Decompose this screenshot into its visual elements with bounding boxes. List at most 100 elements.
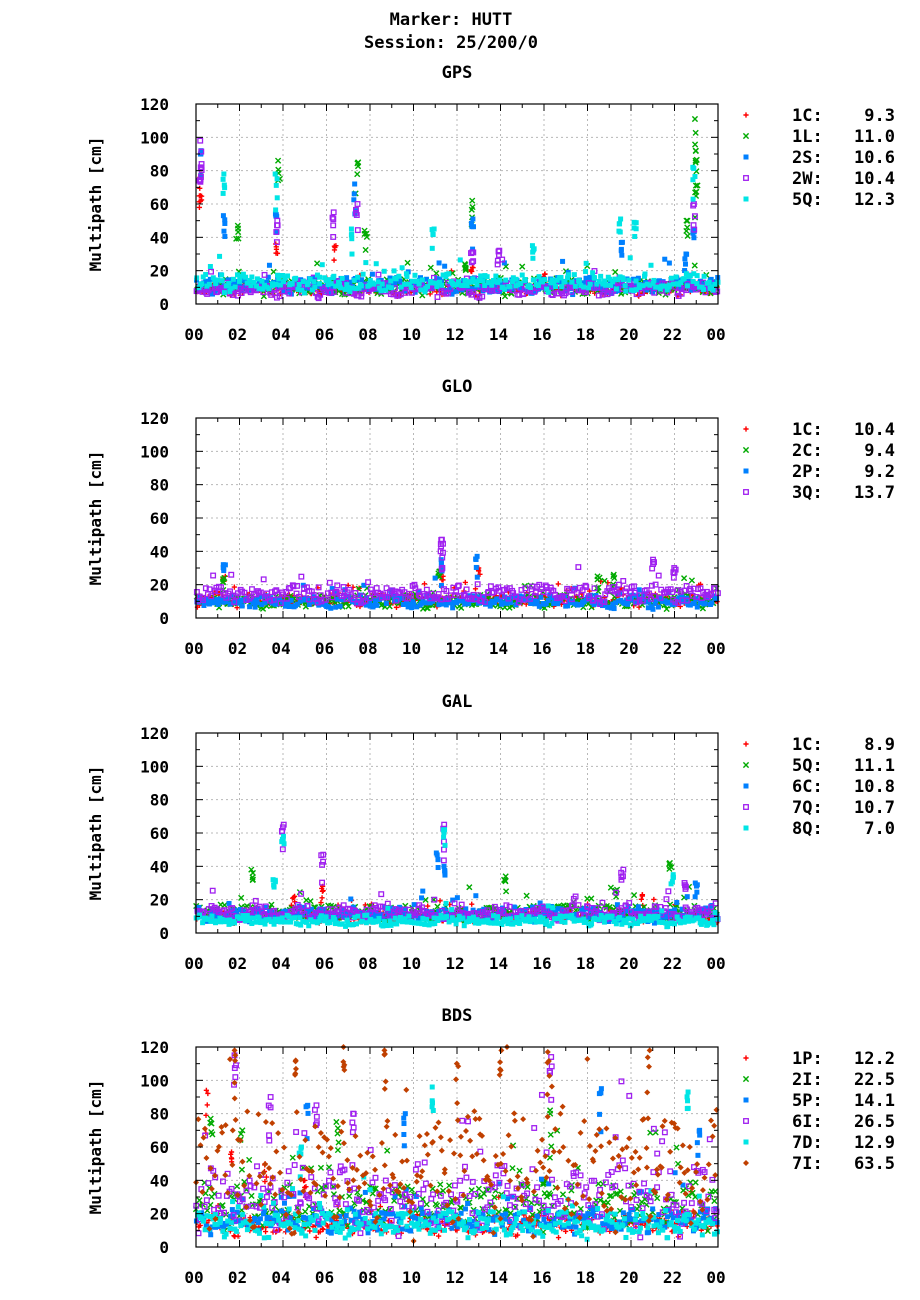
data-point	[373, 261, 379, 267]
data-point	[583, 269, 589, 275]
data-point	[208, 268, 214, 275]
peak-point	[354, 171, 361, 178]
data-point	[204, 596, 210, 602]
peak-point	[249, 876, 256, 883]
legend-code: 1L:	[792, 127, 823, 147]
data-point	[369, 271, 375, 277]
data-point	[697, 284, 703, 290]
data-point	[368, 916, 374, 922]
data-point	[354, 921, 360, 927]
data-point	[656, 919, 662, 925]
data-point	[276, 276, 282, 282]
data-point	[652, 581, 659, 588]
data-point	[527, 284, 533, 290]
data-point	[266, 262, 272, 268]
data-point	[265, 274, 271, 280]
data-point	[646, 599, 652, 605]
data-point	[551, 279, 557, 285]
data-point	[223, 599, 229, 605]
peak-point	[248, 866, 255, 873]
data-point	[240, 908, 246, 914]
peak-point	[221, 228, 227, 234]
data-point	[268, 919, 274, 925]
data-point	[404, 273, 410, 279]
data-point	[563, 1228, 569, 1234]
peak-point	[440, 577, 446, 583]
data-point	[595, 292, 602, 299]
peak-point	[468, 268, 474, 274]
data-point	[636, 918, 642, 924]
data-point	[352, 590, 359, 596]
data-point	[678, 279, 684, 285]
data-point	[683, 271, 689, 277]
data-point	[469, 917, 475, 923]
gps-xtick-label: 04	[271, 325, 290, 344]
legend-value: 10.8	[854, 777, 895, 797]
data-point	[664, 287, 670, 293]
data-point	[316, 918, 322, 924]
data-point	[252, 897, 259, 904]
peak-point	[441, 846, 447, 853]
data-point	[367, 586, 374, 593]
data-point	[537, 914, 543, 920]
data-point	[306, 596, 313, 603]
data-point	[596, 278, 602, 284]
data-point	[236, 278, 242, 284]
data-point	[373, 585, 380, 591]
data-point	[300, 279, 306, 285]
data-point	[345, 603, 352, 610]
data-point	[470, 286, 476, 292]
data-point	[444, 595, 450, 601]
data-point	[267, 597, 274, 604]
peak-point	[690, 222, 697, 229]
peak-point	[274, 195, 280, 201]
data-point	[260, 918, 266, 924]
gal-xtick-label: 20	[619, 954, 638, 973]
peak-point	[616, 221, 622, 227]
data-point	[322, 596, 329, 603]
glo-xtick-label: 02	[228, 639, 247, 658]
data-point	[650, 606, 656, 612]
data-point	[247, 604, 253, 610]
data-point	[700, 906, 706, 912]
bds-title: BDS	[442, 1006, 473, 1026]
peak-point	[691, 115, 699, 123]
gal-xtick-label: 12	[445, 954, 464, 973]
peak-point	[684, 251, 690, 257]
data-point	[570, 902, 577, 909]
data-point	[412, 272, 418, 278]
data-point	[276, 916, 282, 922]
data-point	[581, 916, 587, 922]
data-point	[207, 263, 213, 269]
data-point	[212, 907, 219, 914]
peak-point	[470, 265, 476, 271]
gal-legend: 1C: 8.95Q: 11.16C: 10.87Q: 10.78Q: 7.0	[742, 735, 895, 839]
data-point	[250, 600, 256, 606]
data-point	[623, 288, 629, 294]
data-point	[560, 907, 567, 914]
data-point	[551, 601, 557, 607]
data-point	[304, 595, 310, 601]
data-point	[401, 911, 407, 917]
data-point	[653, 904, 660, 911]
data-point	[303, 919, 309, 925]
data-point	[588, 895, 595, 902]
data-point	[372, 598, 378, 604]
data-point	[271, 597, 277, 603]
data-point	[622, 283, 628, 289]
data-point	[613, 286, 619, 292]
data-point	[259, 605, 267, 612]
legend-value: 11.0	[854, 127, 895, 147]
data-point	[601, 599, 608, 606]
gal-ylabel: Multipath [cm]	[86, 766, 105, 901]
data-point	[637, 284, 643, 290]
data-point	[638, 913, 644, 919]
data-point	[497, 277, 503, 283]
peak-point	[235, 235, 242, 242]
data-point	[340, 902, 347, 909]
data-point	[599, 899, 606, 906]
data-point	[648, 917, 654, 923]
gps-xtick-label: 14	[489, 325, 508, 344]
data-point	[429, 909, 435, 915]
data-point	[346, 586, 353, 593]
